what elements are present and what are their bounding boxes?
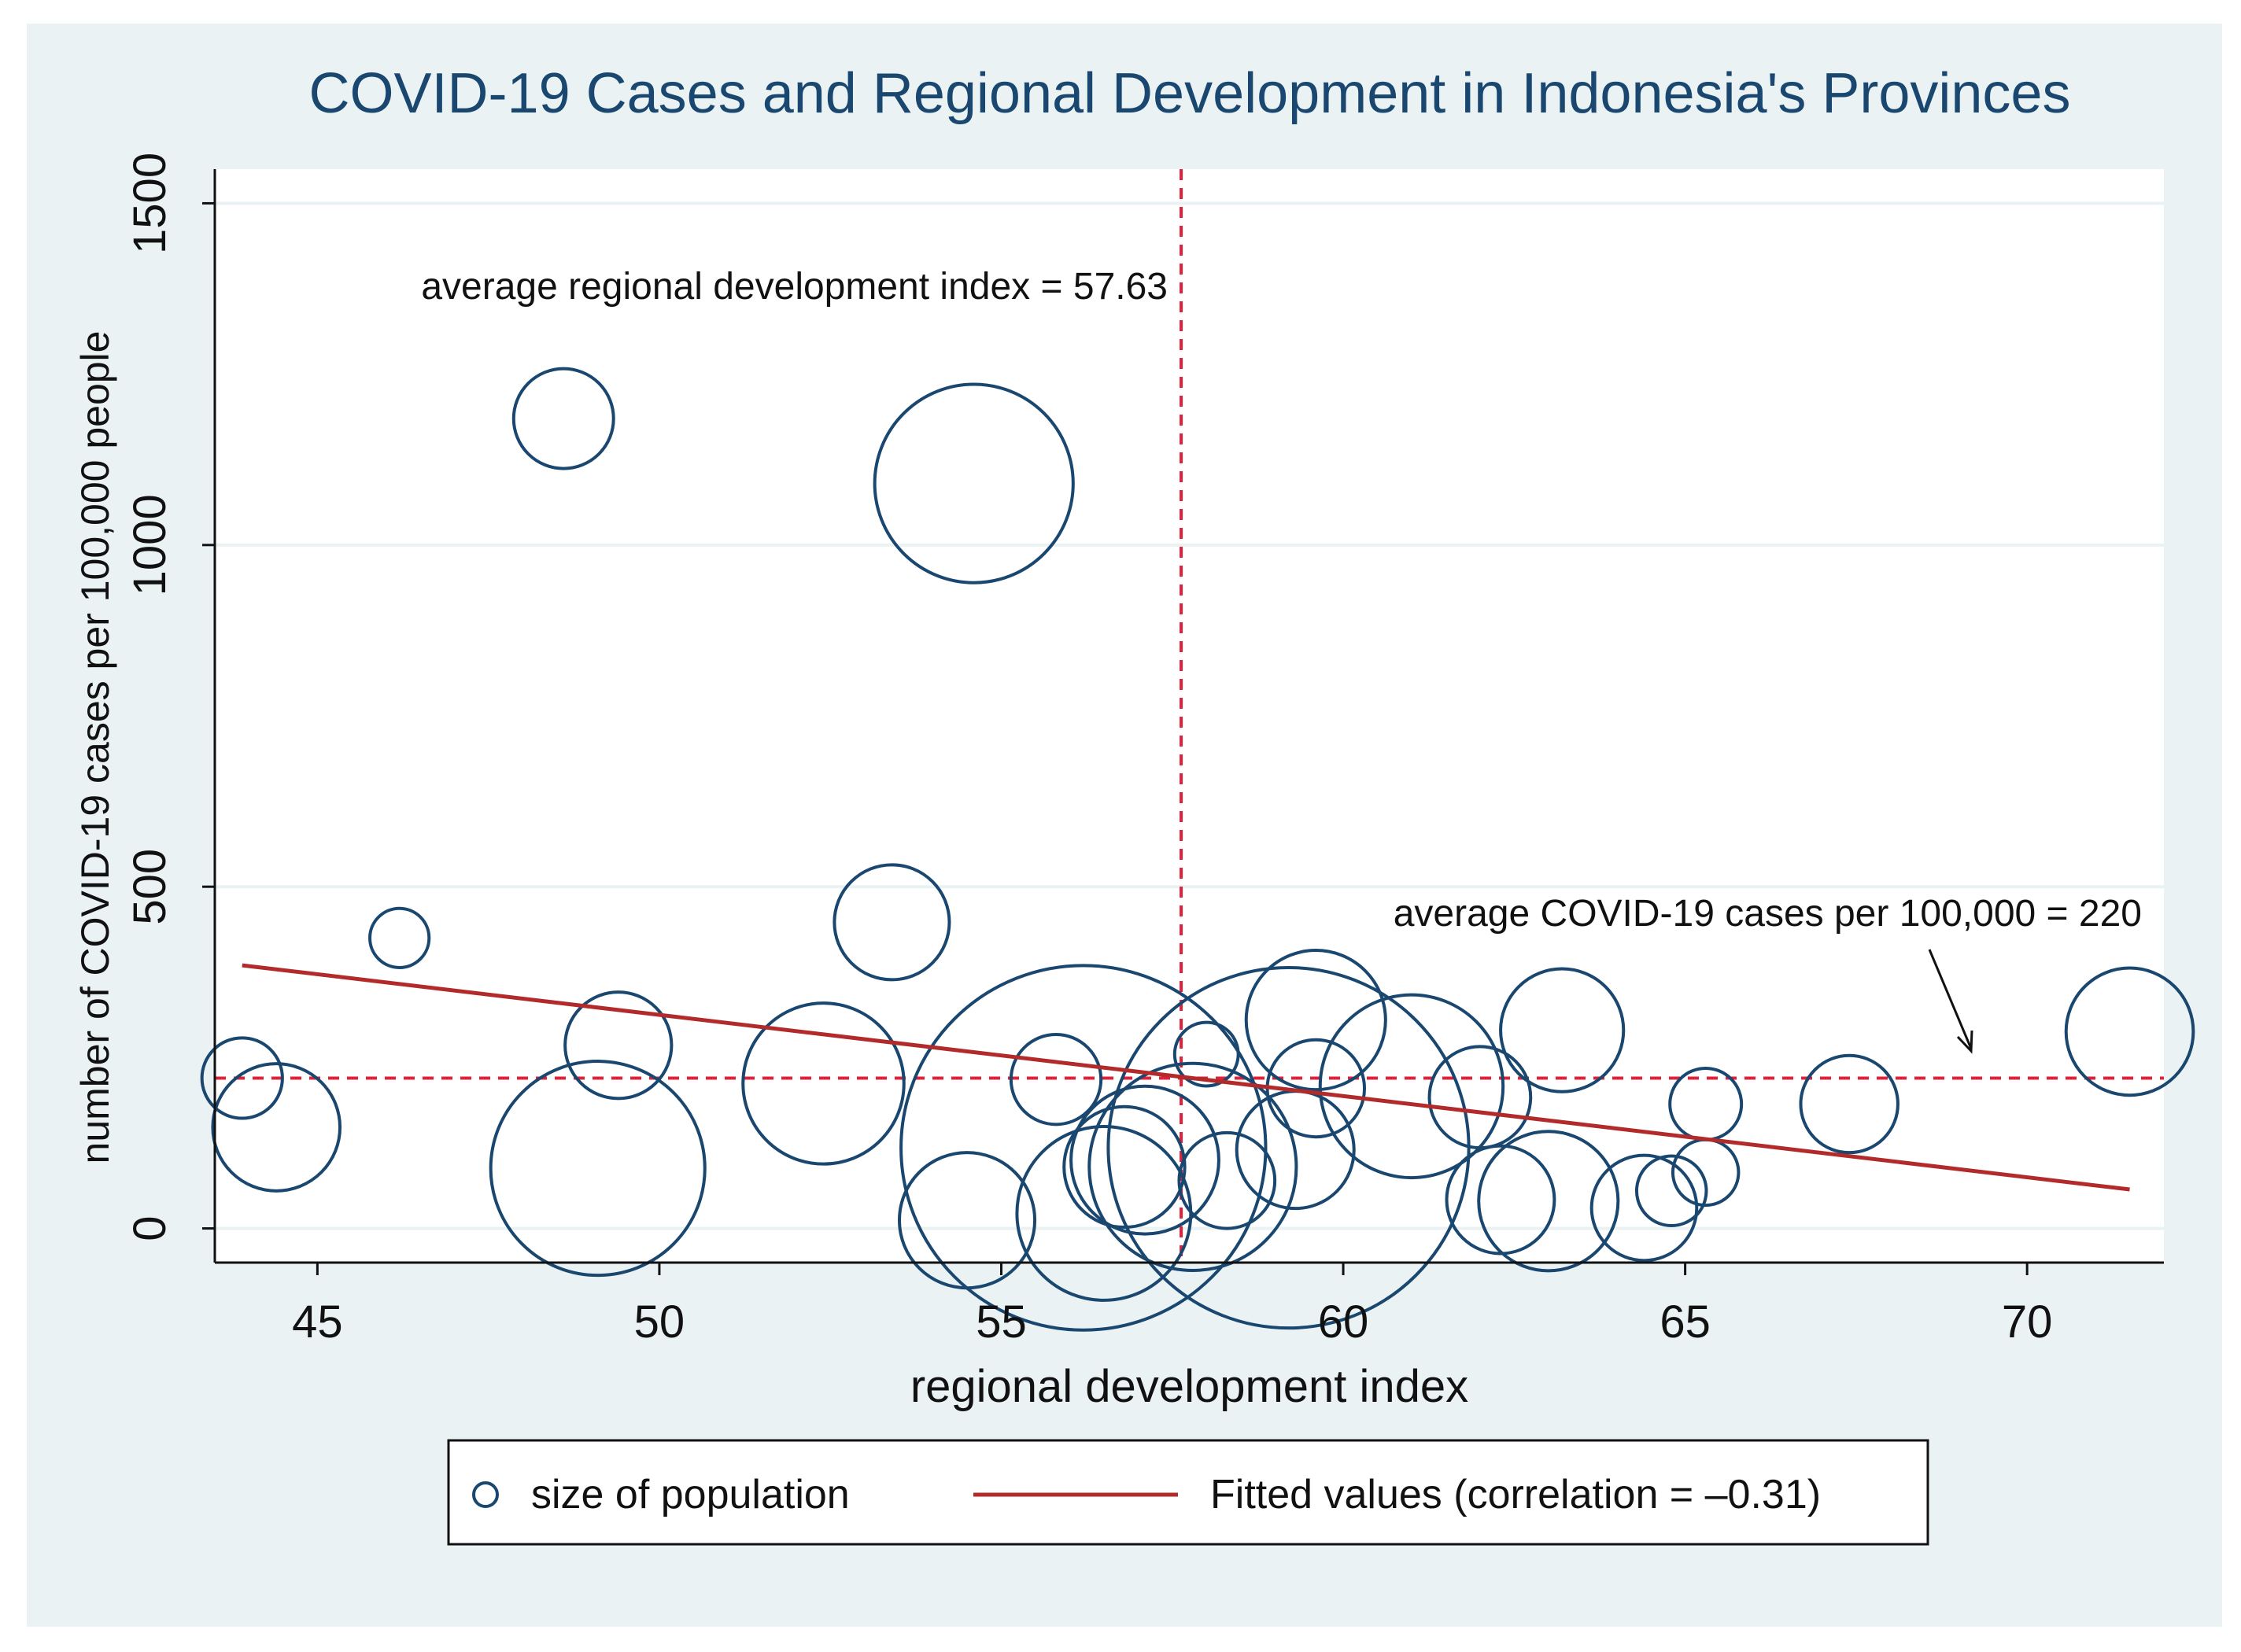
bubble-point bbox=[1087, 1061, 1298, 1272]
legend-marker-bubble bbox=[472, 1481, 499, 1508]
bubble-point bbox=[1244, 949, 1387, 1092]
fitted-line bbox=[242, 963, 2130, 1192]
bubble-point bbox=[1634, 1154, 1708, 1228]
y-axis-label: number of COVID-19 cases per 100,000 peo… bbox=[73, 331, 117, 1164]
y-tick-label: 1500 bbox=[124, 153, 175, 254]
y-tick-label: 1000 bbox=[124, 494, 175, 596]
chart-title: COVID-19 Cases and Regional Development … bbox=[309, 62, 2071, 125]
bubble-point bbox=[899, 964, 1268, 1332]
bubble-series bbox=[200, 367, 2195, 1332]
x-axis-ticks: 45 50 55 60 65 70 bbox=[292, 1263, 2052, 1348]
annotation-average-development: average regional development index = 57.… bbox=[421, 266, 1168, 308]
y-tick-label: 500 bbox=[124, 849, 175, 925]
bubble-point bbox=[2064, 966, 2195, 1097]
bubble-point bbox=[1499, 967, 1626, 1093]
bubble-point bbox=[1427, 1045, 1533, 1150]
annotation-arrow-shaft bbox=[1928, 949, 1973, 1049]
bubble-point bbox=[200, 1036, 284, 1120]
x-tick-label: 45 bbox=[292, 1296, 343, 1348]
annotation-arrow bbox=[1928, 949, 1973, 1054]
bubble-point bbox=[368, 906, 431, 969]
bubble-point bbox=[1177, 1130, 1277, 1230]
bubble-point bbox=[563, 990, 674, 1101]
x-tick-label: 60 bbox=[1318, 1296, 1369, 1348]
x-tick-label: 65 bbox=[1660, 1296, 1711, 1348]
bubble-point bbox=[873, 382, 1075, 584]
x-axis-label: regional development index bbox=[910, 1361, 1468, 1412]
y-tick-label: 0 bbox=[124, 1215, 175, 1241]
fitted-line-series bbox=[242, 963, 2130, 1192]
x-tick-label: 55 bbox=[976, 1296, 1027, 1348]
x-tick-label: 70 bbox=[2002, 1296, 2053, 1348]
annotation-average-cases: average COVID-19 cases per 100,000 = 220 bbox=[1394, 893, 2142, 935]
axes bbox=[213, 169, 2164, 1264]
bubble-point bbox=[1318, 993, 1505, 1180]
plot-area bbox=[215, 169, 2164, 1263]
bubble-point bbox=[1009, 1033, 1103, 1127]
bubble-point bbox=[1172, 1020, 1240, 1088]
annotation-arrowhead bbox=[1956, 1030, 1973, 1054]
legend-label-fitted: Fitted values (correlation = –0.31) bbox=[1210, 1472, 1821, 1517]
bubble-point bbox=[511, 367, 615, 470]
bubble-point bbox=[833, 863, 951, 982]
bubble-point bbox=[1477, 1130, 1620, 1273]
legend-box bbox=[447, 1439, 1929, 1546]
bubble-point bbox=[489, 1060, 707, 1278]
x-tick-label: 50 bbox=[634, 1296, 685, 1348]
bubble-point bbox=[741, 1001, 906, 1166]
bubble-point bbox=[1069, 1084, 1220, 1236]
bubble-point bbox=[1799, 1053, 1899, 1155]
grid-lines bbox=[215, 201, 2164, 1230]
y-axis-ticks: 0 500 1000 1500 bbox=[124, 153, 215, 1241]
bubble-point bbox=[211, 1062, 342, 1193]
bubble-point bbox=[1589, 1153, 1699, 1263]
legend-label-population: size of population bbox=[531, 1472, 850, 1517]
bubble-point bbox=[1062, 1104, 1187, 1230]
legend: size of population Fitted values (correl… bbox=[447, 1439, 1929, 1546]
